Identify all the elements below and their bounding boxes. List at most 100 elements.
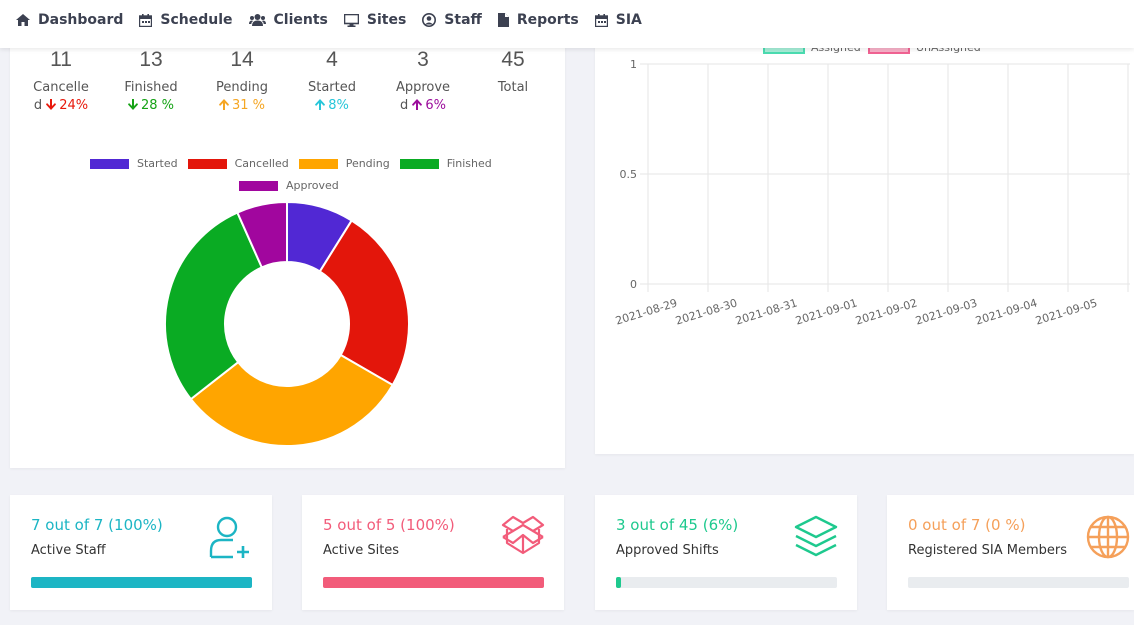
x-tick-label: 2021-09-03 [914, 296, 979, 327]
metric-label: Active Staff [31, 543, 106, 558]
top-navigation: Dashboard Schedule Clients Sites Staff R… [0, 0, 1134, 48]
stat-label-line1: Finished [124, 80, 178, 95]
metric-label: Approved Shifts [616, 543, 719, 558]
legend-item-pending[interactable]: Pending [298, 157, 390, 170]
stat-value: 3 [417, 48, 429, 71]
stat-cancelled: 11 Cancelle d 24% [21, 48, 101, 113]
metric-value: 5 out of 5 (100%) [323, 516, 455, 534]
globe-icon [1086, 515, 1130, 563]
assignment-chart-card: AssignedUnAssigned00.512021-08-292021-08… [595, 30, 1134, 454]
y-tick-label: 0.5 [620, 168, 638, 181]
y-tick-label: 0 [630, 278, 637, 291]
legend-item-cancelled[interactable]: Cancelled [187, 157, 289, 170]
metric-label: Active Sites [323, 543, 400, 558]
donut-slice-finished[interactable] [164, 211, 264, 401]
stat-value: 45 [501, 48, 525, 71]
x-tick-label: 2021-08-31 [734, 296, 799, 327]
metric-value: 0 out of 7 (0 %) [908, 516, 1026, 534]
box-icon [501, 515, 545, 559]
stat-pending: 14 Pending 31 % [202, 48, 282, 113]
nav-label: Dashboard [38, 12, 124, 28]
legend-label: Cancelled [234, 157, 289, 170]
legend-item-finished[interactable]: Finished [399, 157, 492, 170]
metric-progress-bar [616, 577, 837, 588]
legend-swatch [239, 180, 278, 191]
stat-value: 14 [230, 48, 254, 71]
metric-progress-fill [323, 577, 544, 588]
calendar-icon [594, 13, 608, 27]
arrow-down-icon [46, 99, 57, 110]
stat-approved: 3 Approve d 6% [383, 48, 463, 113]
nav-item-staff[interactable]: Staff [422, 12, 482, 28]
legend-label: Approved [286, 179, 339, 192]
stat-label: Started [292, 78, 372, 98]
nav-item-sia[interactable]: SIA [594, 12, 642, 28]
x-tick-label: 2021-09-01 [794, 296, 859, 327]
x-tick-label: 2021-09-02 [854, 296, 919, 327]
status-donut-chart [164, 200, 410, 447]
legend-item-approved[interactable]: Approved [239, 179, 339, 192]
y-tick-label: 1 [630, 58, 637, 71]
x-tick-label: 2021-09-04 [974, 296, 1039, 327]
legend-swatch [90, 158, 129, 169]
legend-swatch [399, 158, 439, 169]
layers-icon [794, 515, 838, 561]
metric-label: Registered SIA Members [908, 543, 1067, 558]
x-tick-label: 2021-08-29 [614, 296, 679, 327]
donut-legend-row-1: Started Cancelled Pending Finished [90, 157, 502, 170]
nav-item-reports[interactable]: Reports [497, 12, 579, 28]
metric-progress-fill [31, 577, 252, 588]
metric-card-active-sites: 5 out of 5 (100%) Active Sites [302, 495, 564, 610]
stat-label: Total [473, 78, 553, 98]
nav-item-dashboard[interactable]: Dashboard [16, 12, 123, 28]
stat-value: 4 [326, 48, 338, 71]
stat-percent: 28 % [140, 98, 175, 113]
stat-percent: 31 % [231, 98, 266, 113]
arrow-up-icon [315, 99, 326, 110]
nav-label: Reports [516, 12, 579, 28]
donut-slice-pending[interactable] [189, 353, 395, 447]
legend-label: Started [137, 157, 178, 170]
metric-progress-bar [323, 577, 544, 588]
metric-value: 7 out of 7 (100%) [31, 516, 163, 534]
stat-label: Finished [111, 78, 191, 98]
legend-swatch [298, 158, 338, 169]
stat-label: Cancelle [21, 78, 101, 98]
stat-label-line2: d [399, 98, 409, 113]
legend-label: Finished [446, 157, 492, 170]
stat-finished: 13 Finished 28 % [111, 48, 191, 113]
stat-percent: 6% [425, 98, 447, 113]
stat-started: 4 Started 8% [292, 48, 372, 113]
stat-change: 8% [292, 98, 372, 113]
nav-item-schedule[interactable]: Schedule [139, 12, 233, 28]
nav-label: Staff [444, 12, 482, 28]
legend-item-started[interactable]: Started [90, 157, 178, 170]
stat-label-line1: Pending [216, 80, 268, 95]
stat-label-line1: Started [307, 80, 356, 95]
arrow-down-icon [127, 99, 138, 110]
metric-card-registered-sia-members: 0 out of 7 (0 %) Registered SIA Members [887, 495, 1134, 610]
x-tick-label: 2021-09-05 [1034, 296, 1099, 327]
nav-label: Clients [273, 12, 328, 28]
stat-label-line2: d [33, 98, 43, 113]
stat-percent: 8% [328, 98, 349, 113]
legend-label: Pending [345, 157, 390, 170]
stat-label-line1: Approve [395, 80, 451, 95]
stat-label: Pending [202, 78, 282, 98]
arrow-up-icon [412, 99, 423, 110]
assignment-line-chart: AssignedUnAssigned00.512021-08-292021-08… [614, 34, 1130, 328]
stat-label-line1: Cancelle [33, 80, 89, 95]
donut-slice-cancelled[interactable] [318, 219, 410, 387]
stat-percent: 24% [59, 98, 89, 113]
nav-item-clients[interactable]: Clients [248, 12, 328, 28]
x-tick-label: 2021-08-30 [674, 296, 739, 327]
donut-slice-approved[interactable] [236, 200, 288, 269]
nav-label: Schedule [160, 12, 233, 28]
metric-progress-fill [616, 577, 621, 588]
metric-card-active-staff: 7 out of 7 (100%) Active Staff [10, 495, 272, 610]
nav-item-sites[interactable]: Sites [343, 12, 407, 28]
legend-swatch [187, 158, 227, 169]
stat-change: 31 % [202, 98, 282, 113]
nav-label: Sites [366, 12, 407, 28]
donut-legend-row-2: Approved [239, 179, 349, 192]
